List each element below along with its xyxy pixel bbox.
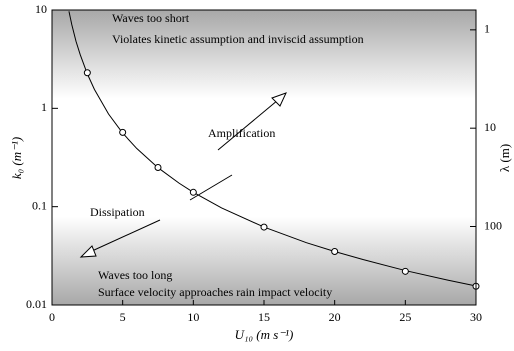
marker bbox=[189, 188, 197, 196]
arrow-head bbox=[79, 245, 97, 258]
arrows bbox=[79, 92, 287, 258]
annotation: Amplification bbox=[208, 126, 275, 140]
marker bbox=[83, 69, 91, 77]
arrow-line bbox=[217, 99, 279, 151]
x-tick-label: 30 bbox=[470, 310, 482, 324]
annotation: Violates kinetic assumption and inviscid… bbox=[112, 32, 364, 46]
annotation: Waves too long bbox=[98, 268, 172, 282]
x-tick-label: 10 bbox=[187, 310, 199, 324]
annotation: Dissipation bbox=[90, 205, 145, 219]
y-tick-label: 0.1 bbox=[32, 198, 47, 212]
y2-tick-label: 10 bbox=[484, 120, 496, 134]
arrow-line bbox=[91, 219, 161, 252]
plot-area bbox=[68, 11, 480, 290]
y2-tick-label: 100 bbox=[484, 218, 502, 232]
y-tick-label: 10 bbox=[35, 2, 47, 16]
y-axis-label: k₀ (m⁻¹) bbox=[9, 137, 24, 179]
marker bbox=[401, 267, 409, 275]
marker bbox=[154, 164, 162, 172]
x-tick-label: 0 bbox=[49, 310, 55, 324]
marker bbox=[331, 247, 339, 255]
y2-axis-label: λ (m) bbox=[497, 144, 512, 172]
marker bbox=[260, 223, 268, 231]
x-tick-label: 5 bbox=[120, 310, 126, 324]
y-tick-label: 0.01 bbox=[26, 297, 47, 311]
x-axis-label: U₁₀ (m s⁻¹) bbox=[235, 327, 294, 342]
annotation: Surface velocity approaches rain impact … bbox=[98, 285, 332, 299]
y-tick-label: 1 bbox=[41, 100, 47, 114]
plot-background bbox=[52, 10, 476, 305]
curve bbox=[68, 11, 477, 287]
marker bbox=[119, 128, 127, 136]
x-tick-label: 20 bbox=[329, 310, 341, 324]
arrow-head bbox=[271, 92, 287, 107]
x-tick-label: 15 bbox=[258, 310, 270, 324]
x-tick-label: 25 bbox=[399, 310, 411, 324]
annotation: Waves too short bbox=[112, 11, 190, 25]
arrow-line bbox=[189, 174, 233, 201]
y2-tick-label: 1 bbox=[484, 22, 490, 36]
